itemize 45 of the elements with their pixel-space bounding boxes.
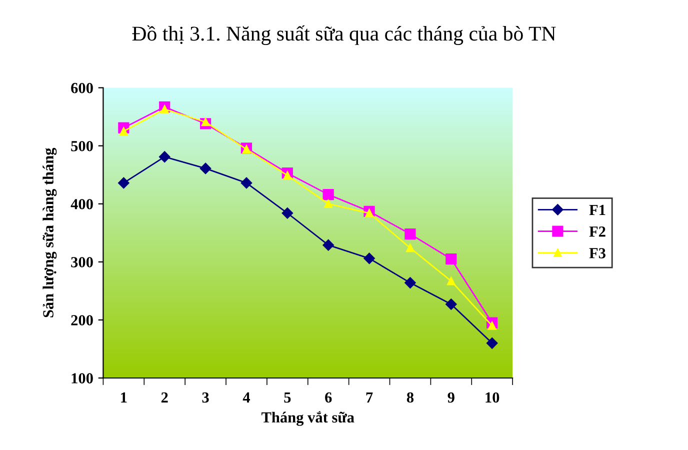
x-axis-title: Tháng vắt sữa xyxy=(262,411,354,426)
point xyxy=(160,105,169,114)
point xyxy=(242,145,251,154)
point xyxy=(240,177,252,189)
point xyxy=(201,118,210,126)
point xyxy=(406,244,414,252)
x-tick-label: 2 xyxy=(161,392,168,402)
point xyxy=(324,200,333,208)
x-tick-label: 10 xyxy=(486,392,500,403)
point xyxy=(120,127,128,136)
y-tick-label: 600 xyxy=(71,82,93,94)
x-tick-label: 7 xyxy=(366,392,373,402)
point xyxy=(365,208,374,218)
y-tick-label: 500 xyxy=(71,140,93,152)
y-tick-label: 400 xyxy=(70,198,93,210)
point xyxy=(159,151,170,162)
x-tick-label: 8 xyxy=(406,392,414,403)
point xyxy=(200,162,212,174)
legend-label: F3 xyxy=(589,248,606,258)
x-tick-label: 9 xyxy=(448,392,454,403)
chart-title: Đồ thị 3.1. Năng suất sữa qua các tháng của bò TN xyxy=(132,25,556,45)
x-tick-label: 5 xyxy=(284,392,291,403)
point xyxy=(322,239,334,251)
point xyxy=(404,277,416,288)
y-tick-label: 100 xyxy=(72,373,93,384)
x-tick-label: 6 xyxy=(325,392,332,403)
point xyxy=(446,276,456,286)
point xyxy=(446,298,457,310)
point xyxy=(404,228,416,240)
point xyxy=(283,171,292,180)
x-tick-label: 1 xyxy=(121,392,127,402)
point xyxy=(322,189,334,200)
y-tick-label: 300 xyxy=(71,257,93,268)
y-tick-label: 200 xyxy=(71,315,93,326)
point xyxy=(446,253,457,265)
point xyxy=(486,338,498,349)
y-axis-title: Sản lượng sữa hàng tháng xyxy=(42,148,57,318)
legend-label: F2 xyxy=(589,226,606,237)
point xyxy=(364,252,375,264)
point xyxy=(282,208,294,219)
x-tick-label: 4 xyxy=(242,392,250,402)
point xyxy=(488,322,496,330)
x-tick-label: 3 xyxy=(202,392,209,403)
point xyxy=(118,177,130,189)
legend-label: F1 xyxy=(589,204,606,216)
